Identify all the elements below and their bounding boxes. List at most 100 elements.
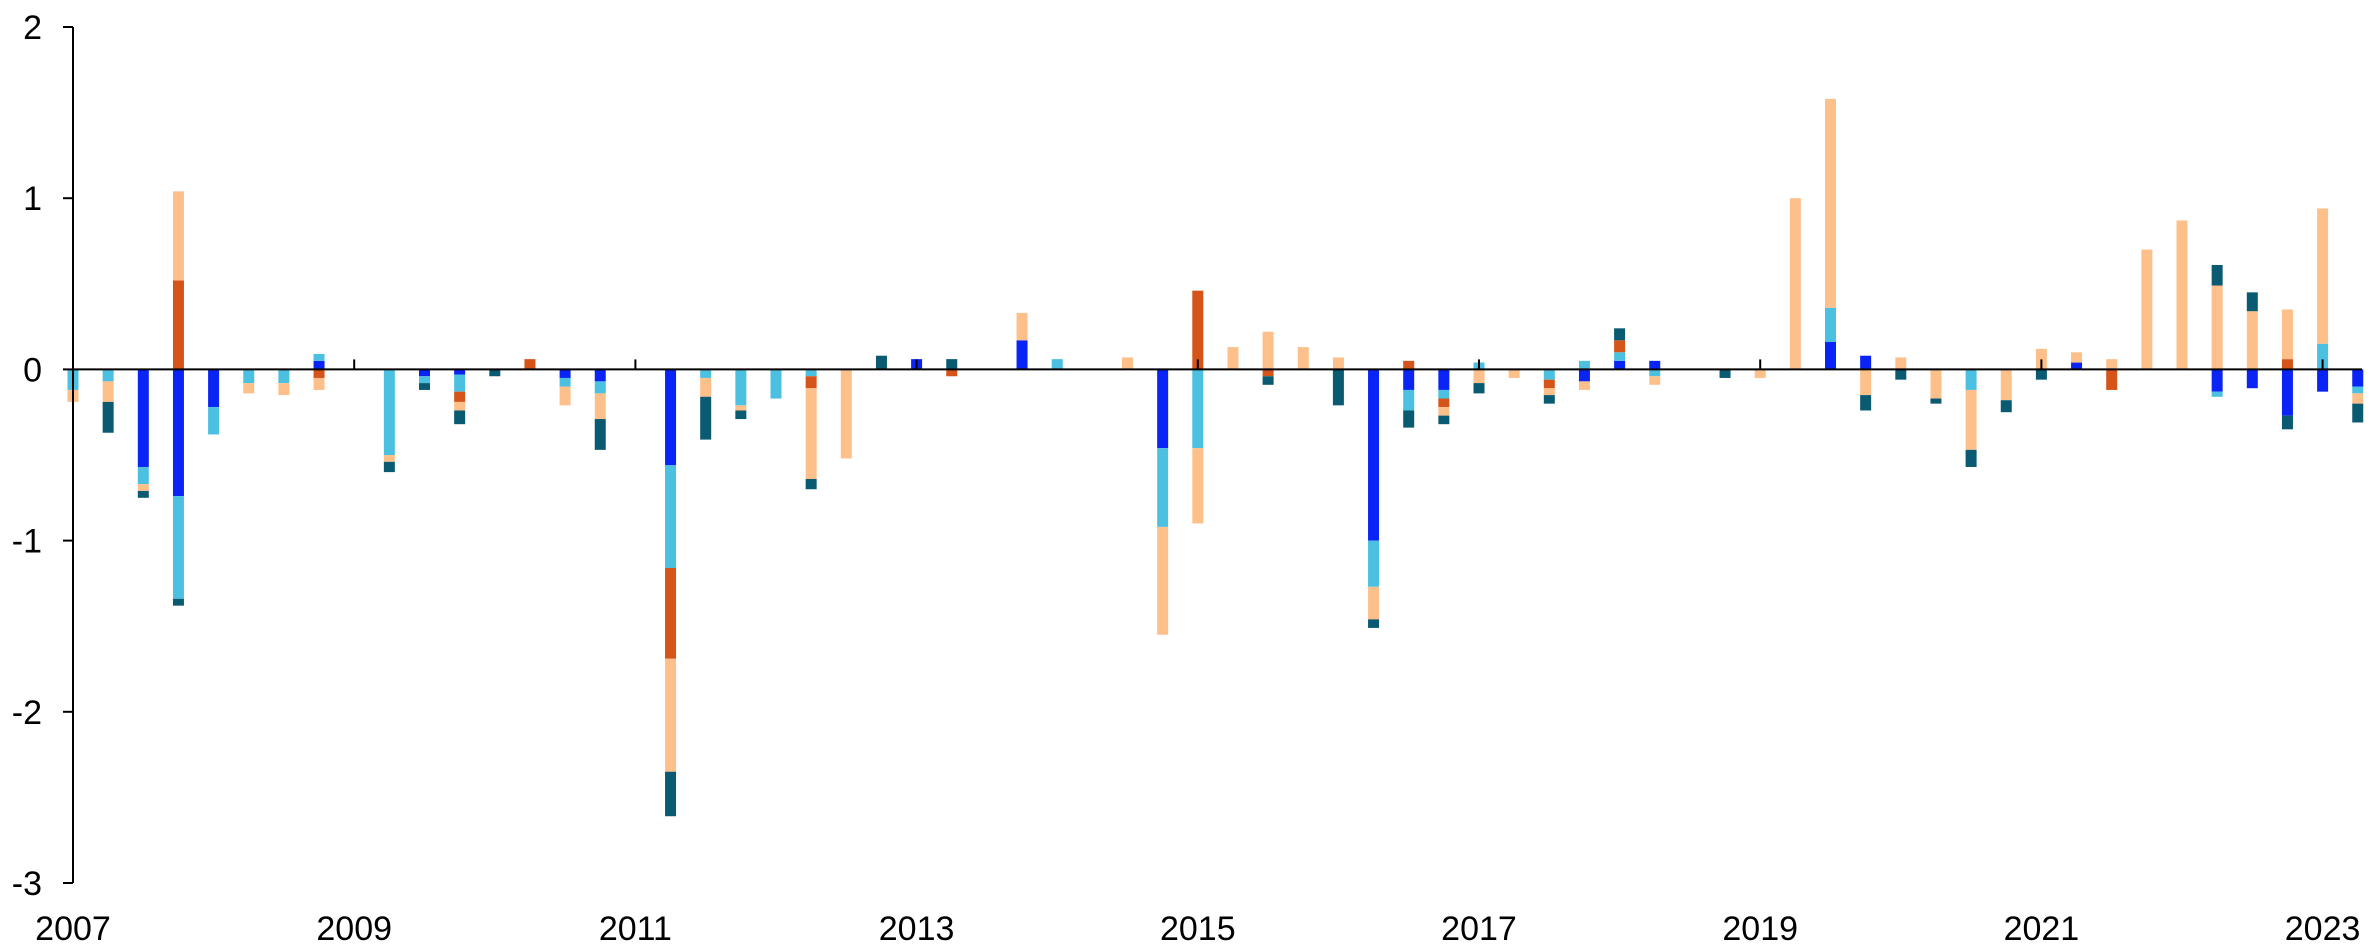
bar-segment — [2281, 369, 2293, 416]
bar-segment — [1543, 369, 1555, 380]
bar-segment — [665, 658, 677, 772]
bar-segment — [2317, 343, 2329, 370]
bar-segment — [1965, 389, 1977, 450]
bar-segment — [665, 771, 677, 817]
bar-segment — [454, 391, 466, 402]
bar-segment — [454, 410, 466, 425]
bar-segment — [1578, 381, 1590, 390]
bar-segment — [1543, 388, 1555, 396]
bar-segment — [1297, 347, 1309, 370]
bar-segment — [243, 369, 255, 384]
bar-segment — [1368, 369, 1380, 541]
bar-segment — [1438, 369, 1450, 390]
bar-segment — [2176, 220, 2188, 370]
bar-segment — [665, 567, 677, 659]
bar-segment — [594, 381, 606, 394]
bar-segment — [524, 359, 536, 370]
bar-segment — [1825, 307, 1836, 343]
bar-segment — [1614, 340, 1626, 353]
bar-segment — [594, 393, 606, 420]
bar-segment — [735, 369, 747, 406]
bar-segment — [208, 369, 220, 408]
bar-segment — [383, 369, 395, 455]
y-tick-label: -3 — [12, 865, 42, 903]
bar-segment — [1332, 369, 1344, 406]
bar-segment — [1965, 449, 1977, 467]
bar-segment — [1719, 369, 1731, 378]
bar-segment — [1122, 357, 1133, 370]
ticks-layer — [63, 26, 2324, 884]
x-tick-label: 2023 — [2285, 910, 2361, 947]
bar-segment — [805, 388, 817, 479]
bar-segment — [1825, 342, 1836, 370]
y-tick-label: 0 — [23, 351, 42, 389]
bar-segment — [1543, 379, 1555, 389]
bar-segment — [137, 466, 149, 485]
bar-segment — [454, 374, 466, 392]
bar-segment — [2352, 403, 2364, 423]
bar-segment — [1649, 376, 1661, 385]
bar-segment — [278, 383, 290, 396]
bar-segment — [1860, 369, 1872, 396]
bar-segment — [1368, 619, 1380, 628]
bar-segment — [172, 280, 184, 370]
bar-segment — [1438, 415, 1450, 425]
bar-segment — [172, 598, 184, 606]
bar-segment — [735, 405, 747, 411]
bar-segment — [594, 419, 606, 450]
bar-segment — [2035, 348, 2047, 370]
bar-segment — [1403, 369, 1415, 390]
bar-segment — [1614, 360, 1626, 370]
bar-segment — [1543, 395, 1555, 404]
labels-layer: 2 1 0 -1 -2 -3 2007 2009 2011 2013 2015 2017 2019 202… — [12, 9, 2361, 947]
bar-segment — [2000, 369, 2012, 401]
bar-segment — [1930, 398, 1942, 404]
bar-segment — [383, 461, 395, 473]
bar-segment — [946, 369, 958, 377]
bar-segment — [700, 396, 712, 440]
bar-segment — [559, 377, 571, 387]
bar-segment — [2281, 415, 2293, 430]
bar-segment — [2246, 292, 2258, 312]
bar-segment — [1016, 340, 1028, 370]
y-tick-label: 1 — [23, 180, 42, 218]
bar-segment — [1438, 398, 1450, 408]
bar-segment — [1403, 360, 1415, 370]
bar-segment — [2281, 309, 2293, 360]
bar-segment — [313, 369, 325, 378]
bar-segment — [313, 377, 325, 390]
bar-segment — [559, 369, 571, 378]
bar-segment — [2352, 393, 2364, 404]
bar-segment — [1438, 389, 1450, 399]
bar-segment — [102, 369, 114, 382]
bar-segment — [594, 369, 606, 382]
x-tick-label: 2019 — [1722, 910, 1798, 947]
bar-segment — [313, 360, 325, 370]
bar-segment — [1157, 448, 1169, 527]
bars-layer — [67, 98, 2364, 817]
bar-segment — [1754, 369, 1766, 378]
bar-segment — [419, 383, 430, 390]
bar-segment — [102, 401, 114, 433]
bar-segment — [1895, 369, 1907, 380]
bar-segment — [2211, 391, 2223, 397]
bar-segment — [1789, 198, 1801, 370]
bar-segment — [1614, 328, 1626, 341]
bar-segment — [1649, 369, 1661, 377]
bar-segment — [2211, 369, 2223, 392]
bar-segment — [1368, 540, 1380, 587]
bar-segment — [2317, 369, 2329, 392]
bar-segment — [2000, 400, 2012, 413]
bar-segment — [770, 369, 782, 399]
bar-segment — [2281, 359, 2293, 370]
bar-segment — [419, 369, 430, 377]
x-tick-label: 2015 — [1160, 910, 1236, 947]
bar-segment — [383, 455, 395, 462]
bar-segment — [1473, 369, 1485, 384]
bar-segment — [700, 369, 712, 378]
bar-segment — [2141, 249, 2153, 370]
bar-segment — [1262, 369, 1274, 377]
bar-segment — [1403, 410, 1415, 428]
